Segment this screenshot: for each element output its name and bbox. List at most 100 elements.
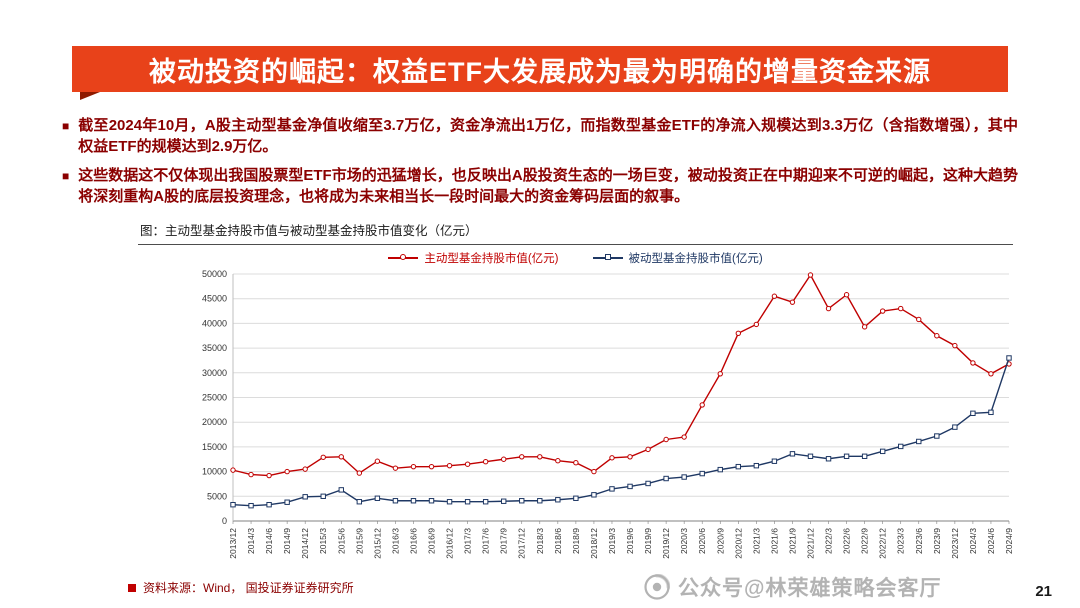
y-axis-label: 25000	[202, 393, 227, 403]
page-number: 21	[1035, 583, 1052, 600]
x-axis-label: 2019/6	[625, 528, 635, 554]
x-axis-label: 2024/6	[986, 528, 996, 554]
marker-square	[356, 499, 363, 505]
x-axis-label: 2015/3	[318, 528, 328, 554]
x-axis-label: 2017/3	[463, 528, 473, 554]
y-axis-label: 0	[222, 516, 227, 526]
x-axis-label: 2015/9	[354, 528, 364, 554]
marker-circle	[663, 436, 669, 443]
marker-circle	[591, 468, 597, 475]
marker-circle	[898, 305, 904, 312]
marker-circle	[952, 342, 958, 349]
marker-square	[464, 499, 471, 505]
marker-circle	[320, 454, 326, 460]
marker-square	[627, 483, 633, 490]
legend-line-square-swatch	[592, 254, 623, 260]
x-axis-label: 2022/3	[824, 528, 834, 554]
marker-square	[248, 502, 254, 509]
marker-square	[482, 499, 489, 505]
chart-plot: 0 5000 10000 15000 20000 25000 30000 35000 40000…	[138, 268, 1014, 588]
x-axis-label: 2021/12	[805, 528, 815, 559]
marker-square	[302, 494, 308, 500]
marker-square	[898, 443, 904, 450]
x-axis-label: 2022/6	[842, 528, 852, 554]
marker-circle	[807, 272, 814, 278]
x-axis-label: 2020/12	[733, 528, 743, 559]
marker-circle	[519, 454, 525, 460]
x-axis-label: 2020/3	[679, 528, 689, 554]
marker-square	[843, 453, 850, 459]
legend-label: 被动型基金持股市值(亿元)	[628, 253, 763, 265]
marker-circle	[988, 371, 994, 377]
y-axis-label: 15000	[202, 442, 227, 452]
marker-square	[645, 480, 651, 487]
chart-canvas: 0 5000 10000 15000 20000 25000 30000 35000 40000…	[202, 269, 1014, 559]
y-axis-label: 35000	[202, 343, 227, 353]
y-axis-label: 10000	[202, 467, 227, 477]
marker-circle	[699, 402, 705, 408]
marker-square	[753, 462, 760, 469]
marker-square	[988, 409, 994, 416]
marker-square	[789, 451, 796, 457]
bullet-item: ■ 截至2024年10月，A股主动型基金净值收缩至3.7万亿，资金净流出1万亿，…	[62, 116, 1018, 157]
marker-square	[555, 497, 561, 503]
marker-circle	[879, 308, 886, 314]
y-axis-label: 20000	[202, 417, 227, 427]
marker-circle	[284, 468, 290, 475]
x-axis-label: 2017/6	[481, 528, 491, 554]
x-axis-label: 2018/6	[553, 528, 563, 554]
x-axis-label: 2020/9	[715, 528, 725, 554]
x-axis-label: 2024/9	[1004, 528, 1013, 554]
chart-block: 图：主动型基金持股市值与被动型基金持股市值变化（亿元） 主动型基金持股市值(亿元…	[138, 220, 1014, 588]
marker-square	[717, 466, 723, 473]
marker-circle	[735, 330, 742, 336]
marker-circle	[302, 466, 308, 472]
wechat-official-account-icon	[644, 574, 670, 600]
marker-circle	[609, 455, 615, 461]
x-axis-label: 2013/12	[228, 528, 238, 559]
marker-circle	[970, 360, 976, 366]
x-axis-label: 2021/6	[769, 528, 779, 554]
marker-square	[609, 486, 615, 492]
bullet-item: ■ 这些数据这不仅体现出我国股票型ETF市场的迅猛增长，也反映出A股投资生态的一…	[62, 166, 1018, 207]
x-axis-label: 2014/9	[282, 528, 292, 554]
marker-square	[699, 470, 705, 477]
x-axis-label: 2017/9	[499, 528, 509, 554]
banner-fold-decoration	[80, 92, 100, 100]
marker-square	[500, 498, 507, 504]
marker-square	[879, 448, 886, 455]
legend-item-passive-fund: 被动型基金持股市值(亿元)	[592, 250, 763, 266]
marker-circle	[338, 454, 344, 460]
x-axis-label: 2016/3	[390, 528, 400, 554]
marker-circle	[356, 470, 363, 476]
slide-title-banner: 被动投资的崛起：权益ETF大发展成为最为明确的增量资金来源	[72, 46, 1008, 92]
marker-square	[825, 456, 832, 462]
x-axis-label: 2015/12	[372, 528, 382, 559]
legend-label: 主动型基金持股市值(亿元)	[424, 253, 559, 265]
marker-square	[230, 501, 236, 508]
footer-square-icon	[128, 583, 136, 592]
x-axis-label: 2017/12	[517, 528, 527, 559]
slide-title: 被动投资的崛起：权益ETF大发展成为最为明确的增量资金来源	[149, 56, 931, 87]
marker-square	[591, 492, 597, 498]
marker-circle	[248, 471, 254, 478]
x-axis-label: 2018/3	[535, 528, 545, 554]
x-axis-label: 2023/12	[950, 528, 960, 559]
marker-circle	[645, 446, 651, 453]
marker-circle	[753, 321, 760, 328]
bullet-square-icon: ■	[62, 169, 70, 184]
source-footer: 资料来源：Wind， 国投证券证券研究所	[128, 579, 354, 596]
marker-square	[1006, 355, 1012, 361]
marker-circle	[627, 454, 633, 460]
marker-circle	[266, 472, 272, 479]
x-axis-label: 2016/9	[427, 528, 437, 554]
bullet-square-icon: ■	[62, 119, 70, 133]
marker-circle	[681, 434, 687, 440]
x-axis-label: 2014/3	[246, 528, 256, 554]
x-axis-label: 2022/9	[860, 528, 870, 554]
series-line-0	[232, 273, 1010, 477]
x-axis-label: 2022/12	[878, 528, 888, 559]
x-axis-label: 2019/9	[643, 528, 653, 554]
watermark: 公众号@林荣雄策略会客厅	[644, 572, 941, 602]
marker-circle	[555, 458, 561, 464]
